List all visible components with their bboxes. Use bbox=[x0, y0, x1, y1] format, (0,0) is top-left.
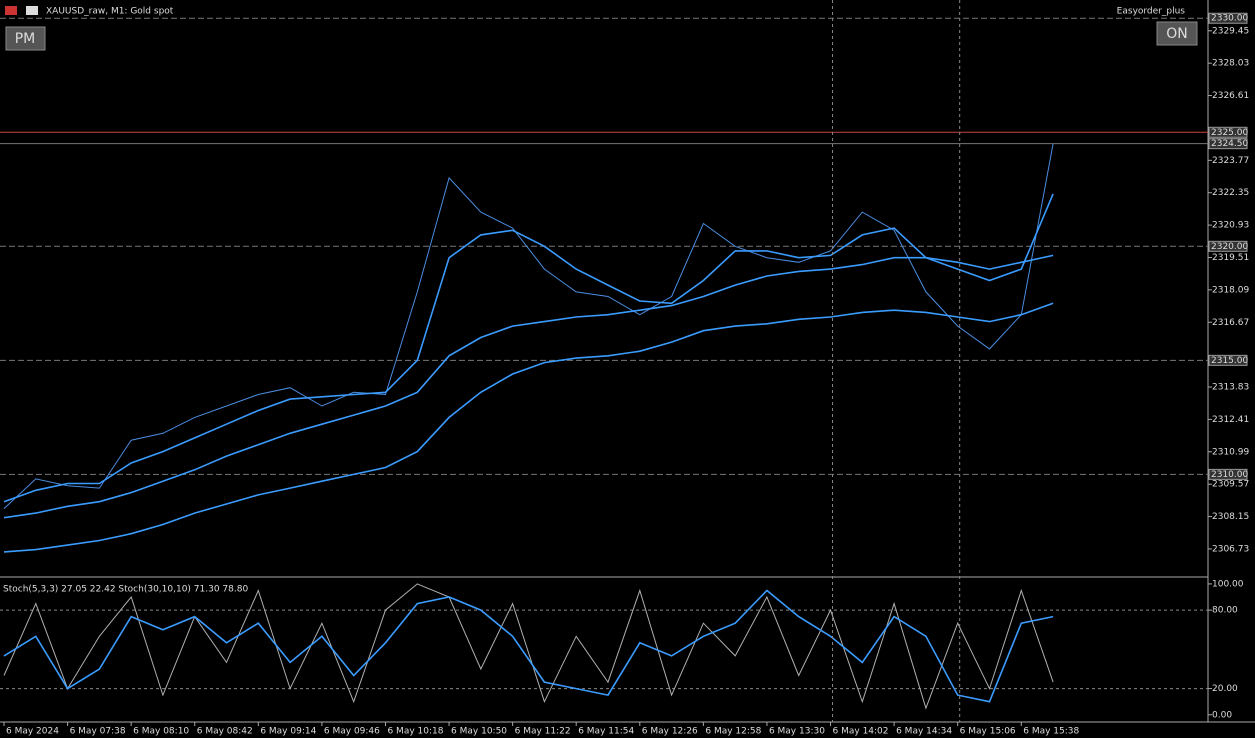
y-tick-label: 2309.57 bbox=[1212, 480, 1249, 490]
indicator-title: Stoch(5,3,3) 27.05 22.42 Stoch(30,10,10)… bbox=[3, 585, 248, 595]
x-tick-label: 6 May 14:02 bbox=[833, 727, 889, 737]
level-label: 2310.00 bbox=[1211, 470, 1248, 480]
level-box bbox=[1208, 468, 1248, 480]
expert-label: Easyorder_plus bbox=[1117, 7, 1186, 17]
x-tick-label: 6 May 15:06 bbox=[960, 727, 1016, 737]
level-label: 2325.00 bbox=[1211, 128, 1248, 138]
y-tick-label: 0.00 bbox=[1212, 710, 1232, 720]
y-tick-label: 2318.09 bbox=[1212, 285, 1249, 295]
button-label[interactable]: ON bbox=[1166, 26, 1188, 42]
button-bg[interactable] bbox=[5, 26, 46, 51]
level-box bbox=[1208, 126, 1248, 138]
x-tick-label: 6 May 11:54 bbox=[578, 727, 634, 737]
y-tick-label: 2310.99 bbox=[1212, 447, 1249, 457]
x-tick-label: 6 May 12:58 bbox=[705, 727, 761, 737]
button-label[interactable]: PM bbox=[15, 31, 36, 47]
x-tick-label: 6 May 08:42 bbox=[197, 727, 253, 737]
x-tick-label: 6 May 09:46 bbox=[324, 727, 380, 737]
y-tick-label: 2328.03 bbox=[1212, 59, 1249, 69]
y-tick-label: 80.00 bbox=[1212, 606, 1238, 616]
y-tick-label: 20.00 bbox=[1212, 684, 1238, 694]
level-box bbox=[1208, 354, 1248, 366]
indicator-line bbox=[3, 193, 1054, 503]
y-tick-label: 2329.45 bbox=[1212, 26, 1249, 36]
x-tick-label: 6 May 12:26 bbox=[642, 727, 698, 737]
x-tick-label: 6 May 08:10 bbox=[133, 727, 189, 737]
level-label: 2320.00 bbox=[1211, 242, 1248, 252]
y-tick-label: 2326.61 bbox=[1212, 91, 1249, 101]
x-tick-label: 6 May 2024 bbox=[6, 727, 59, 737]
y-tick-label: 2320.93 bbox=[1212, 221, 1249, 231]
indicator-line bbox=[3, 589, 1054, 703]
x-tick-label: 6 May 15:38 bbox=[1023, 727, 1079, 737]
y-tick-label: 2322.35 bbox=[1212, 188, 1249, 198]
y-tick-label: 2316.67 bbox=[1212, 318, 1249, 328]
indicator-line bbox=[3, 583, 1054, 710]
pm-button[interactable]: PM bbox=[5, 26, 46, 51]
x-tick-label: 6 May 11:22 bbox=[515, 727, 571, 737]
y-tick-label: 2312.41 bbox=[1212, 415, 1249, 425]
x-tick-label: 6 May 10:50 bbox=[451, 727, 507, 737]
symbol-label: XAUUSD_raw, M1: Gold spot bbox=[46, 7, 174, 17]
y-tick-label: 2313.83 bbox=[1212, 383, 1249, 393]
x-tick-label: 6 May 10:18 bbox=[387, 727, 443, 737]
y-tick-label: 2306.73 bbox=[1212, 544, 1249, 554]
level-label: 2330.00 bbox=[1211, 14, 1248, 24]
button-bg[interactable] bbox=[1156, 21, 1198, 46]
level-label: 2315.00 bbox=[1211, 356, 1248, 366]
on-button[interactable]: ON bbox=[1156, 21, 1198, 46]
x-tick-label: 6 May 13:30 bbox=[769, 727, 825, 737]
level-box bbox=[1208, 240, 1248, 252]
indicator-line bbox=[3, 302, 1054, 553]
level-label: 2324.50 bbox=[1211, 139, 1248, 149]
level-box bbox=[1208, 138, 1248, 150]
y-tick-label: 100.00 bbox=[1212, 579, 1244, 589]
icon bbox=[5, 6, 17, 15]
icon bbox=[26, 6, 38, 15]
y-tick-label: 2308.15 bbox=[1212, 512, 1249, 522]
price-line bbox=[3, 143, 1054, 509]
x-tick-label: 6 May 07:38 bbox=[70, 727, 126, 737]
y-tick-label: 2323.77 bbox=[1212, 156, 1249, 166]
level-box bbox=[1208, 12, 1248, 24]
indicator-line bbox=[3, 254, 1054, 519]
x-tick-label: 6 May 14:34 bbox=[896, 727, 952, 737]
x-tick-label: 6 May 09:14 bbox=[260, 727, 316, 737]
y-tick-label: 2319.51 bbox=[1212, 253, 1249, 263]
